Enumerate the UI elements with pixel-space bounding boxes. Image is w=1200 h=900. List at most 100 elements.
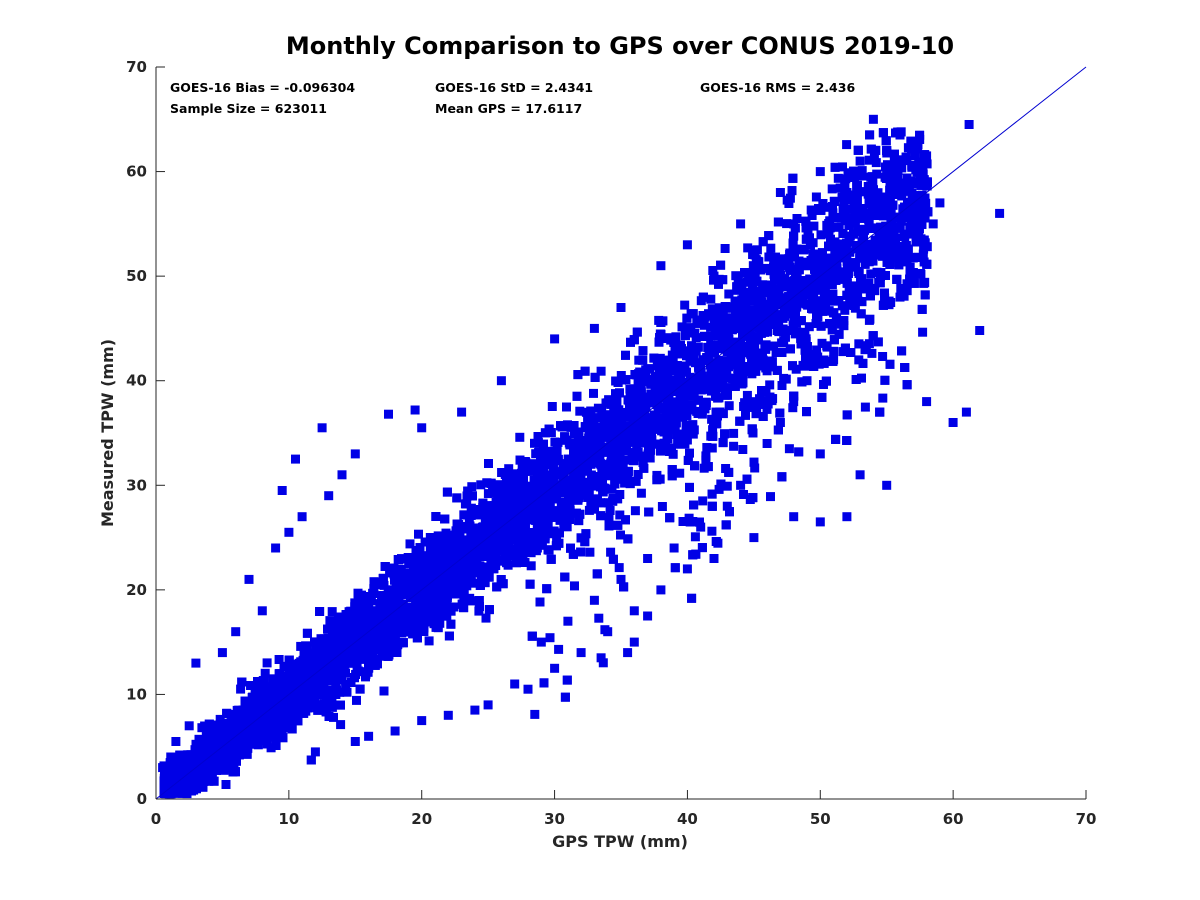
data-point: [777, 381, 787, 390]
data-point: [752, 348, 762, 358]
data-point: [690, 373, 700, 383]
data-point: [570, 456, 580, 466]
data-point: [750, 463, 760, 473]
data-point: [438, 606, 448, 616]
data-point: [850, 218, 860, 228]
data-point: [707, 304, 717, 314]
data-point: [508, 486, 518, 495]
data-point: [831, 245, 841, 255]
data-point: [842, 257, 852, 267]
data-point: [680, 300, 690, 310]
data-point: [657, 502, 667, 511]
data-point: [701, 455, 711, 465]
data-point: [816, 230, 826, 240]
data-point: [741, 410, 750, 420]
data-point: [852, 290, 862, 300]
data-point: [788, 403, 798, 413]
data-point: [838, 162, 847, 172]
data-point: [442, 611, 452, 621]
data-point: [708, 425, 718, 435]
data-point: [327, 702, 337, 712]
data-point: [815, 285, 825, 295]
data-point: [869, 152, 879, 162]
data-point: [636, 488, 646, 498]
data-point: [729, 428, 739, 438]
chart-title: Monthly Comparison to GPS over CONUS 201…: [286, 32, 954, 60]
data-point: [535, 597, 545, 607]
data-point: [526, 561, 536, 571]
data-point: [867, 224, 876, 233]
data-point: [474, 606, 484, 616]
data-point: [641, 371, 651, 381]
data-point: [236, 684, 246, 694]
data-point: [857, 166, 867, 176]
data-point: [484, 459, 493, 468]
data-point: [828, 202, 837, 211]
data-point: [738, 445, 748, 454]
data-point: [342, 687, 352, 697]
data-point: [722, 481, 732, 491]
data-point: [920, 213, 930, 223]
data-point: [833, 173, 843, 183]
data-point: [476, 480, 486, 490]
data-point: [379, 686, 389, 696]
data-point: [589, 413, 599, 423]
data-point: [433, 531, 443, 541]
data-point: [325, 616, 335, 626]
data-point: [253, 740, 263, 750]
data-point: [552, 448, 562, 458]
data-point: [537, 540, 547, 550]
data-point: [530, 709, 540, 719]
data-point: [715, 328, 725, 338]
data-point: [844, 221, 854, 230]
data-point: [878, 393, 888, 403]
data-point: [260, 668, 270, 678]
data-point: [336, 720, 346, 730]
data-point: [822, 341, 832, 351]
data-point: [698, 496, 708, 506]
data-point: [860, 402, 870, 412]
data-point: [766, 243, 776, 253]
data-point: [671, 332, 681, 342]
data-point: [583, 415, 593, 425]
data-point: [405, 539, 415, 549]
data-point: [872, 169, 882, 179]
data-point: [771, 275, 781, 285]
data-point: [504, 464, 514, 474]
data-point: [902, 257, 912, 267]
data-point: [765, 380, 775, 390]
data-point: [857, 373, 866, 383]
data-point: [296, 641, 306, 651]
data-point: [751, 409, 761, 419]
data-point: [779, 373, 789, 383]
data-point: [583, 466, 592, 476]
data-point: [597, 407, 607, 416]
data-point: [630, 506, 640, 516]
data-point: [782, 219, 792, 229]
data-point: [515, 432, 525, 442]
data-point: [327, 607, 337, 617]
data-point: [414, 529, 423, 539]
data-point: [424, 636, 434, 646]
data-point: [871, 158, 881, 168]
data-point: [764, 252, 774, 262]
data-point: [827, 184, 837, 194]
data-point: [724, 401, 734, 411]
data-point: [861, 245, 871, 255]
data-point: [807, 211, 817, 220]
data-point: [594, 613, 604, 623]
data-point: [804, 322, 814, 332]
data-point: [878, 352, 888, 361]
data-point: [685, 448, 694, 458]
data-point: [436, 592, 446, 602]
data-point: [706, 294, 716, 304]
data-point: [743, 243, 753, 253]
data-point: [829, 346, 839, 356]
data-point: [545, 633, 555, 643]
data-point: [274, 655, 284, 664]
data-point: [885, 195, 895, 205]
data-point: [742, 390, 752, 400]
data-point: [744, 291, 754, 301]
data-point: [887, 170, 897, 179]
